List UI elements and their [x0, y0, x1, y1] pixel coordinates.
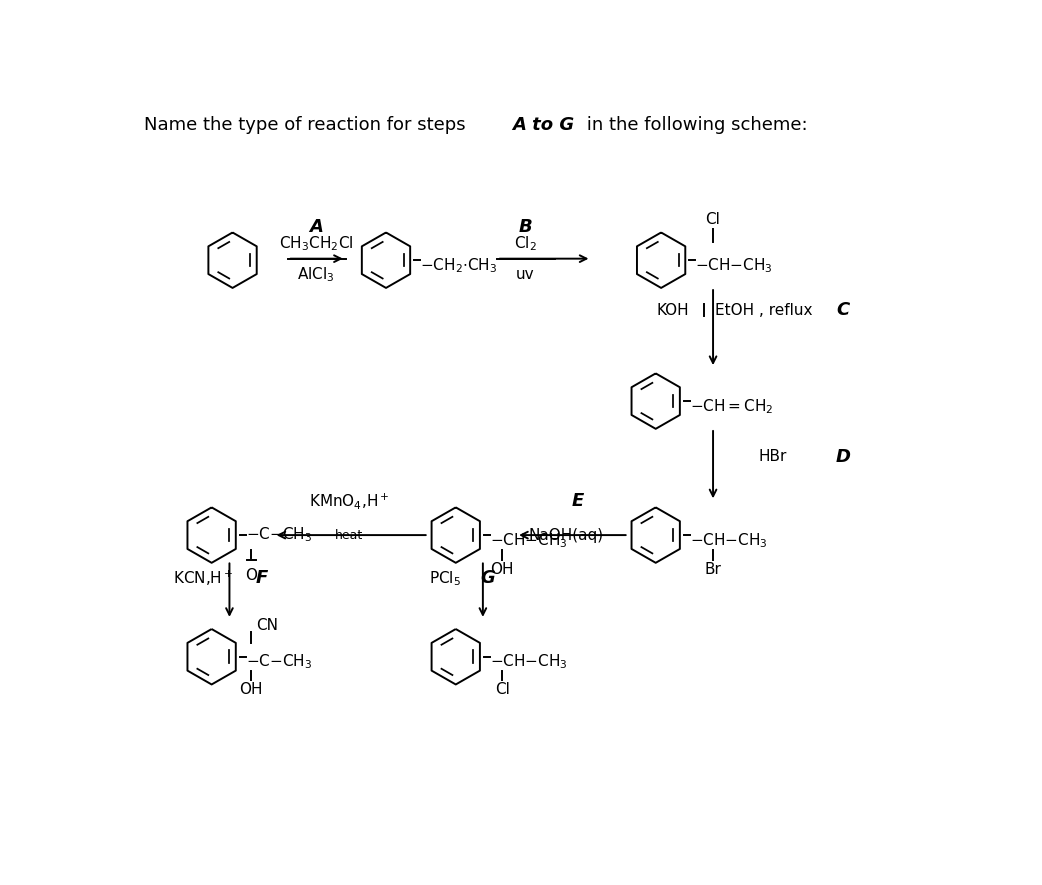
Text: KOH: KOH [656, 303, 689, 318]
Text: Cl$_2$: Cl$_2$ [514, 235, 537, 253]
Text: $-$CH$-$CH$_3$: $-$CH$-$CH$_3$ [695, 257, 773, 275]
Text: PCl$_5$: PCl$_5$ [428, 569, 461, 588]
Text: $-$CH$-$CH$_3$: $-$CH$-$CH$_3$ [490, 653, 568, 672]
Text: heat: heat [334, 528, 363, 542]
Text: uv: uv [516, 267, 535, 282]
Text: HBr: HBr [758, 449, 787, 464]
Text: NaOH(aq): NaOH(aq) [528, 527, 603, 543]
Text: E: E [572, 492, 585, 511]
Text: AlCl$_3$: AlCl$_3$ [297, 266, 336, 284]
Text: F: F [255, 569, 268, 588]
Text: Name the type of reaction for steps: Name the type of reaction for steps [144, 117, 472, 135]
Text: Br: Br [704, 562, 721, 577]
Text: D: D [836, 448, 850, 466]
Text: A: A [309, 218, 323, 236]
Text: C: C [837, 301, 850, 319]
Text: G: G [480, 569, 495, 588]
Text: OH: OH [491, 562, 514, 577]
Text: Cl: Cl [495, 682, 510, 697]
Text: O: O [245, 567, 257, 582]
Text: EtOH , reflux: EtOH , reflux [716, 303, 813, 318]
Text: $-$CH$_2$$\cdot$CH$_3$: $-$CH$_2$$\cdot$CH$_3$ [420, 257, 497, 275]
Text: in the following scheme:: in the following scheme: [581, 117, 808, 135]
Text: KCN,H$^+$: KCN,H$^+$ [173, 568, 233, 588]
Text: $-$C$-$CH$_3$: $-$C$-$CH$_3$ [246, 526, 312, 544]
Text: B: B [519, 218, 532, 236]
Text: A to G: A to G [513, 117, 574, 135]
Text: $-$CH$=$CH$_2$: $-$CH$=$CH$_2$ [690, 397, 773, 416]
Text: $-$CH$-$CH$_3$: $-$CH$-$CH$_3$ [490, 531, 568, 550]
Text: CN: CN [255, 619, 278, 634]
Text: Cl: Cl [705, 212, 720, 227]
Text: OH: OH [240, 682, 263, 697]
Text: $-$CH$-$CH$_3$: $-$CH$-$CH$_3$ [690, 531, 768, 550]
Text: CH$_3$CH$_2$Cl: CH$_3$CH$_2$Cl [279, 235, 353, 253]
Text: KMnO$_4$,H$^+$: KMnO$_4$,H$^+$ [308, 491, 389, 512]
Text: $-$C$-$CH$_3$: $-$C$-$CH$_3$ [246, 653, 312, 672]
